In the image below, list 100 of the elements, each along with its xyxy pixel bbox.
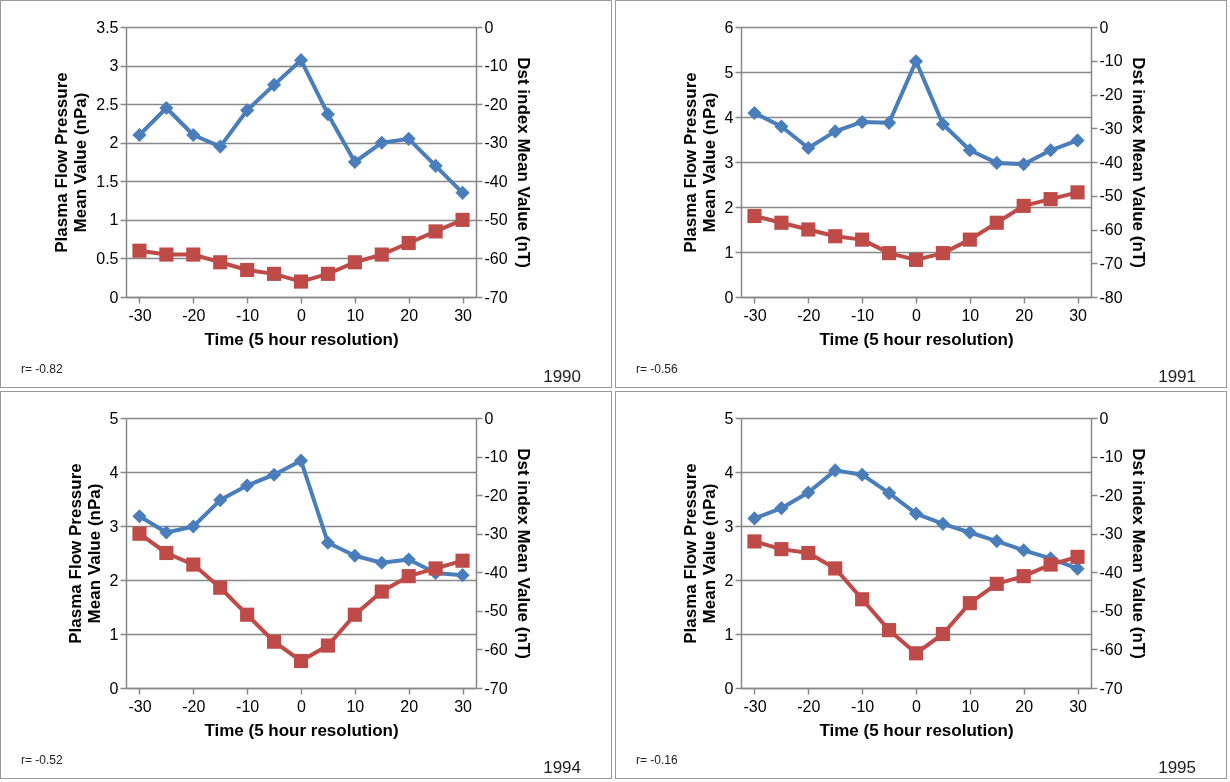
- x-tick-label: 0: [297, 306, 307, 324]
- point: [1070, 549, 1085, 564]
- point: [1043, 557, 1058, 572]
- x-tick-label: 0: [297, 697, 307, 715]
- y-tick-label: 3: [109, 57, 119, 75]
- point: [828, 124, 843, 139]
- x-tick-label: -20: [797, 697, 821, 715]
- x-tick-label: 20: [400, 697, 419, 715]
- y-tick-label: 2: [724, 571, 734, 589]
- y2-tick-label: -60: [1099, 640, 1123, 658]
- x-tick-label: 20: [400, 306, 419, 324]
- y2-tick-label: 0: [1099, 409, 1109, 427]
- y2-tick-label: -70: [1099, 254, 1123, 272]
- point: [320, 107, 335, 122]
- point: [401, 131, 416, 146]
- point: [774, 542, 789, 557]
- y-tick-label: 2.5: [96, 95, 119, 113]
- y2-tick-label: -30: [484, 525, 508, 543]
- point: [374, 555, 389, 570]
- point: [855, 232, 870, 247]
- point: [213, 255, 228, 270]
- point: [186, 557, 201, 572]
- y2-axis-title: Dst index Mean Value (nT): [1128, 448, 1148, 659]
- y2-tick-label: -50: [1099, 187, 1123, 205]
- y-tick-label: 2: [109, 571, 119, 589]
- point: [882, 115, 897, 130]
- point: [828, 229, 843, 244]
- y-tick-label: 5: [724, 63, 734, 81]
- point: [267, 77, 282, 92]
- y2-tick-label: -50: [484, 602, 508, 620]
- text: r= -0.52: [21, 753, 64, 767]
- x-tick-label: -30: [743, 306, 767, 324]
- y2-tick-label: -80: [1099, 288, 1123, 306]
- point: [186, 247, 201, 262]
- y-tick-label: 0: [109, 288, 119, 306]
- y2-axis-title: Dst index Mean Value (nT): [513, 448, 533, 659]
- x-axis-title: Time (5 hour resolution): [819, 329, 1014, 349]
- y-tick-label: 4: [724, 463, 734, 481]
- point: [267, 467, 282, 482]
- point: [935, 117, 950, 132]
- y-tick-label: 5: [109, 409, 119, 427]
- y2-tick-label: -60: [1099, 221, 1123, 238]
- x-tick-label: -20: [182, 697, 206, 715]
- y-tick-label: 2: [109, 134, 119, 152]
- point: [428, 224, 443, 239]
- point: [293, 453, 309, 468]
- point: [1070, 185, 1085, 200]
- x-tick-label: -30: [743, 697, 767, 715]
- y2-axis-title: Dst index Mean Value (nT): [1128, 57, 1148, 268]
- x-tick-label: 20: [1015, 306, 1034, 324]
- point: [989, 215, 1004, 230]
- y2-tick-label: -10: [1099, 52, 1123, 70]
- point: [1070, 133, 1085, 148]
- y-tick-label: 3: [724, 153, 734, 171]
- point: [428, 158, 443, 173]
- point: [801, 222, 816, 237]
- point: [774, 119, 789, 134]
- point: [374, 584, 389, 599]
- y-axis-title: Plasma Flow Pressure Mean Value (nPa): [52, 72, 91, 253]
- point: [159, 545, 174, 561]
- point: [428, 561, 443, 576]
- y2-tick-label: -70: [484, 679, 508, 697]
- y-tick-label: 1: [724, 625, 734, 643]
- y-tick-label: 1: [109, 211, 119, 229]
- point: [747, 105, 762, 121]
- y-tick-label: 0: [724, 288, 734, 306]
- point: [908, 252, 924, 267]
- y-tick-label: 3.5: [96, 18, 119, 36]
- x-tick-label: -10: [851, 697, 875, 715]
- y2-tick-label: -30: [1099, 525, 1123, 543]
- point: [374, 135, 389, 150]
- y2-tick-label: -10: [1099, 448, 1123, 466]
- y-tick-label: 3: [109, 517, 119, 535]
- y2-tick-label: -30: [484, 134, 508, 152]
- y-tick-label: 0.5: [96, 249, 119, 267]
- x-tick-label: 10: [346, 306, 365, 324]
- x-tick-label: 30: [454, 697, 473, 715]
- y-tick-label: 0: [109, 679, 119, 697]
- point: [240, 607, 255, 622]
- x-tick-label: -30: [128, 697, 152, 715]
- point: [293, 274, 309, 289]
- y2-tick-label: -30: [1099, 119, 1123, 137]
- y2-tick-label: -40: [484, 563, 508, 581]
- y-axis-title: Plasma Flow Pressure Mean Value (nPa): [680, 463, 719, 644]
- point: [989, 576, 1004, 591]
- point: [1070, 561, 1085, 576]
- point: [989, 155, 1004, 170]
- point: [962, 232, 977, 247]
- point: [401, 569, 416, 584]
- point: [159, 247, 174, 262]
- y2-tick-label: -20: [484, 95, 508, 113]
- text: r= -0.16: [636, 753, 679, 767]
- y-tick-label: 1.5: [96, 172, 119, 190]
- y2-tick-label: -50: [1099, 602, 1123, 620]
- x-tick-label: -20: [182, 306, 206, 324]
- x-tick-label: 0: [912, 306, 922, 324]
- y2-tick-label: -40: [484, 172, 508, 190]
- point: [347, 607, 362, 622]
- point: [855, 592, 870, 607]
- point: [213, 493, 228, 508]
